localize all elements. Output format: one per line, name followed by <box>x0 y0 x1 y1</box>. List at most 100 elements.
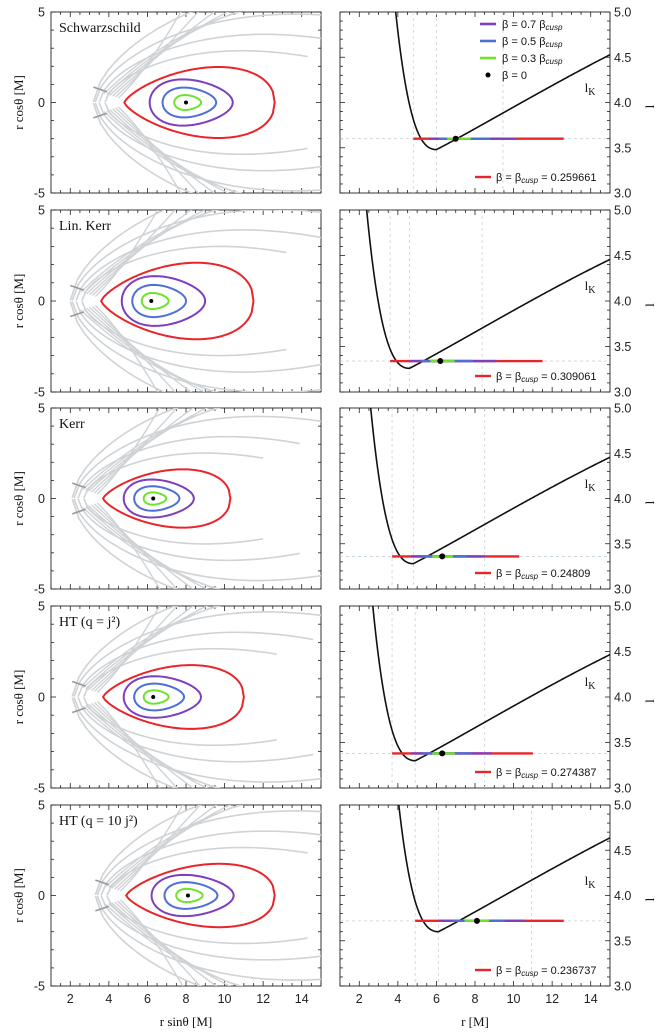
equipotential-panel: Lin. Kerr -5 0 5 r cosθ [M] <box>11 204 322 400</box>
y-tick-label: 4.5 <box>614 844 631 858</box>
equipotential-panel: HT (q = j²) -5 0 5 r cosθ [M] <box>11 600 322 796</box>
x-tick-label: 2 <box>67 992 74 1006</box>
panel-label: Schwarzschild <box>59 21 141 36</box>
y-tick-label: 3.0 <box>614 583 631 597</box>
legend-label: β = 0 <box>502 70 527 82</box>
y-tick-label: 4.5 <box>614 249 631 263</box>
equipotential-funnel-upper <box>88 606 209 691</box>
x-tick-label: 12 <box>545 992 559 1006</box>
equipotential-funnel-lower <box>115 107 200 193</box>
beta-cusp-main: β = β <box>496 371 521 383</box>
equipotential-funnel-upper <box>111 805 232 889</box>
equipotential-funnel-upper <box>80 210 220 293</box>
beta-cusp-value: = 0.274387 <box>538 767 596 779</box>
y-tick-label: 4.0 <box>614 295 631 309</box>
beta-cusp-value: = 0.309061 <box>538 371 596 383</box>
contour-0.5 <box>161 86 218 119</box>
equipotential-open-lower <box>83 696 277 747</box>
contour-0.5 <box>133 682 186 712</box>
equipotential-open-lower <box>75 301 321 373</box>
y-tick-label: -5 <box>34 782 45 796</box>
keplerian-curve <box>372 606 610 762</box>
equipotential-funnel-lower <box>105 904 245 986</box>
equipotential-stub <box>71 482 86 489</box>
beta-cusp-value: = 0.24809 <box>538 568 590 580</box>
panel-label: HT (q = j²) <box>59 615 121 630</box>
contour-0.3 <box>140 291 170 311</box>
legend-label: β = 0.3 βcusp <box>502 53 563 66</box>
equipotential-open-lower <box>98 102 321 172</box>
y-tick-label: 3.0 <box>614 187 631 201</box>
lk-sub: K <box>588 87 596 98</box>
contour-0.7 <box>150 873 235 918</box>
equipotential-open-lower <box>94 895 203 986</box>
y-tick-label: 4.0 <box>614 492 631 506</box>
lk-label: lK <box>585 278 597 296</box>
equipotential-panel: Kerr -5 0 5 r cosθ [M] <box>11 402 322 597</box>
x-tick-label: 8 <box>472 992 479 1006</box>
lk-main: l <box>585 278 589 293</box>
y-tick-label: 5 <box>38 402 45 416</box>
lk-main: l <box>585 873 589 888</box>
x-tick-label: 2 <box>356 992 363 1006</box>
lk-main: l <box>585 80 589 95</box>
equipotential-stub <box>70 311 85 318</box>
beta-cusp-sub: cusp <box>521 375 538 384</box>
plot-frame <box>50 407 322 590</box>
equipotential-open-lower <box>104 102 308 156</box>
contour-0.7 <box>120 275 207 327</box>
contour-0.5 <box>133 485 181 512</box>
lk-main: l <box>585 674 589 689</box>
contours <box>69 210 321 392</box>
center-point <box>185 893 190 898</box>
x-tick-label: 4 <box>105 992 112 1006</box>
equipotential-funnel-lower <box>109 109 230 193</box>
cusp-contour <box>99 261 255 341</box>
equipotential-stub <box>93 112 108 119</box>
y-tick-label: 4.0 <box>614 889 631 903</box>
curves <box>340 210 610 392</box>
lk-main: l <box>585 476 589 491</box>
beta-cusp-label: β = βcusp = 0.309061 <box>496 371 597 384</box>
lk-label: lK <box>585 674 597 692</box>
panel-label: Lin. Kerr <box>59 219 111 234</box>
center-point <box>473 917 480 924</box>
beta-cusp-sub: cusp <box>521 969 538 978</box>
equipotential-open-upper <box>73 611 321 697</box>
contours <box>71 408 321 589</box>
beta-cusp-value: = 0.259661 <box>538 172 596 184</box>
contour-0.5 <box>131 283 188 319</box>
x-tick-label: 10 <box>218 992 232 1006</box>
cusp-contour <box>101 664 245 730</box>
equipotential-open-upper <box>94 805 203 896</box>
y-tick-label: 3.5 <box>614 736 631 750</box>
y-tick-label: -5 <box>34 980 45 994</box>
curves <box>340 408 610 589</box>
equipotential-funnel-upper <box>83 210 217 294</box>
beta-cusp-label: β = βcusp = 0.24809 <box>496 568 590 581</box>
curves <box>340 12 610 193</box>
equipotential-funnel-lower <box>88 703 209 788</box>
equipotential-stub <box>71 680 86 687</box>
equipotential-funnel-lower <box>88 505 209 589</box>
curves <box>340 805 610 986</box>
y-tick-label: 3.5 <box>614 340 631 354</box>
legend-marker <box>485 72 491 78</box>
right-axis-label: l <box>642 303 657 307</box>
equipotential-open-lower <box>69 301 167 392</box>
equipotential-funnel-lower <box>85 506 218 589</box>
equipotential-open-upper <box>83 647 277 698</box>
y-tick-label: 5.0 <box>614 600 631 614</box>
y-tick-label: 5.0 <box>614 799 631 813</box>
lk-sub: K <box>588 681 596 692</box>
center-point <box>439 750 446 757</box>
equipotential-funnel-lower <box>86 307 207 392</box>
equipotential-open-lower <box>96 895 321 981</box>
x-tick-label: 14 <box>584 992 598 1006</box>
lk-sub: K <box>588 285 596 296</box>
y-tick-label: 4.5 <box>614 51 631 65</box>
legend-label-main: β = 0.7 β <box>502 19 546 31</box>
equipotential-open-upper <box>69 210 167 301</box>
equipotential-funnel-lower <box>82 507 222 589</box>
